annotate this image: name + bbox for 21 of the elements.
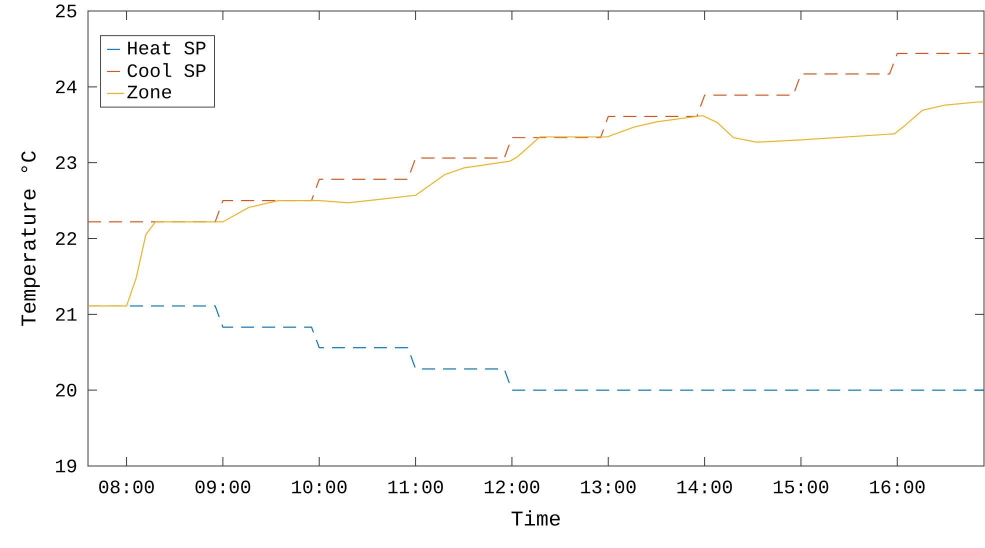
legend-label: Zone [127, 86, 172, 98]
x-tick-label: 12:00 [484, 480, 540, 494]
x-tick-label: 11:00 [388, 480, 443, 494]
x-axis-title: Time [512, 510, 560, 526]
legend-label: Heat SP [128, 42, 206, 54]
legend-label: Cool SP [128, 63, 206, 78]
x-tick-label: 16:00 [870, 480, 925, 494]
x-tick-label: 15:00 [774, 480, 828, 494]
x-tick-label: 08:00 [99, 480, 154, 494]
x-tick-label: 14:00 [677, 480, 732, 494]
x-tick-label: 09:00 [196, 480, 250, 494]
x-tick-label: 10:00 [292, 480, 347, 494]
y-tick-label: 24 [56, 80, 77, 94]
y-tick-label: 25 [56, 4, 76, 18]
y-tick-label: 19 [56, 460, 76, 472]
y-tick-label: 20 [56, 384, 76, 397]
x-tick-label: 13:00 [581, 480, 636, 494]
y-tick-label: 23 [56, 156, 76, 170]
y-tick-label: 21 [56, 308, 77, 321]
y-axis-title: Temperature °C [21, 151, 40, 326]
y-tick-label: 22 [56, 232, 76, 245]
